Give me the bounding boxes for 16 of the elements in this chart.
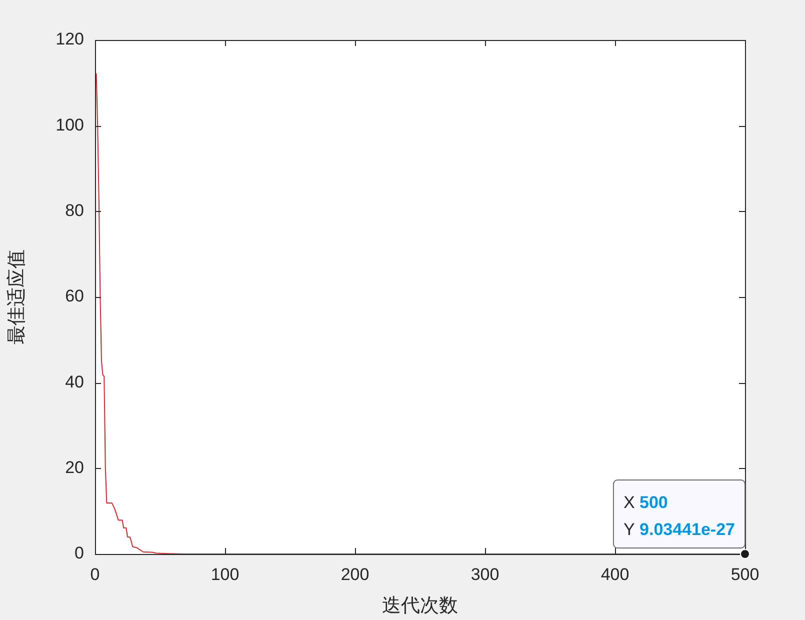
x-tick-label: 300	[470, 564, 500, 584]
annotation: X 500 Y 9.03441e-27	[623, 493, 736, 539]
y-tick-label: 100	[56, 115, 84, 134]
y-tick-label: 0	[74, 544, 84, 563]
y-axis-title: 最佳适应值	[5, 250, 28, 344]
x-axis-title: 迭代次数	[382, 594, 458, 617]
y-tick-label: 40	[65, 372, 84, 392]
x-tick-label: 400	[600, 564, 630, 584]
x-tick-label: 500	[730, 564, 760, 584]
y-tick-label: 20	[65, 458, 84, 478]
x-tick-label: 0	[90, 564, 100, 584]
y-tick-label: 80	[65, 201, 84, 220]
y-tick-label: 60	[65, 286, 84, 306]
y-tick-label: 120	[56, 30, 84, 49]
x-tick-label: 200	[340, 564, 370, 584]
x-tick-label: 100	[210, 564, 240, 584]
